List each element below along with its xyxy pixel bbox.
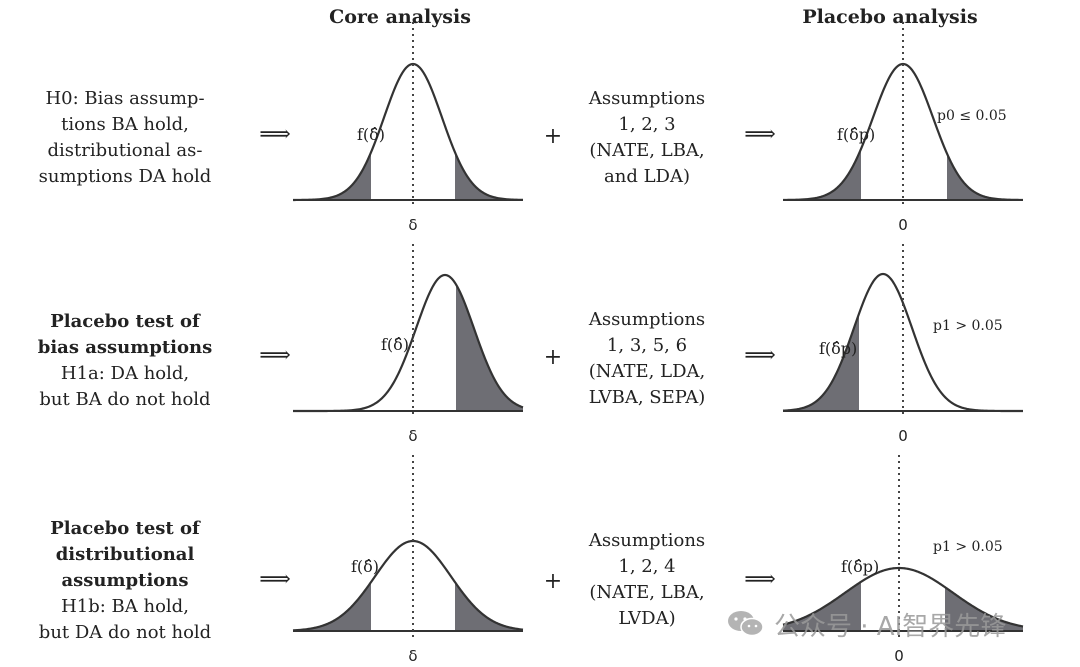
rejection-region bbox=[456, 284, 523, 411]
hypothesis-line: H1a: DA hold, bbox=[60, 363, 190, 384]
rejection-region bbox=[783, 313, 859, 411]
core-distribution-plot: f(δ̂) δ bbox=[292, 455, 524, 665]
axis-tick-label: 0 bbox=[894, 647, 904, 665]
hypothesis-line: assumptions bbox=[61, 570, 189, 591]
density-label: f(δ̂) bbox=[357, 125, 385, 144]
hypothesis-line: H1b: BA hold, bbox=[61, 596, 189, 617]
axis-tick-label: δ bbox=[408, 647, 417, 665]
watermark: 公众号 · AI智界先锋 bbox=[726, 606, 1056, 642]
assumptions-block: Assumptions 1, 2, 3 (NATE, LBA, and LDA) bbox=[552, 86, 742, 190]
assumption-line: (NATE, LDA, bbox=[588, 361, 706, 382]
placebo-distribution-plot: f(δ̂p) 0 p1 > 0.05 bbox=[782, 455, 1024, 665]
rejection-region bbox=[293, 582, 371, 631]
assumption-line: Assumptions bbox=[588, 309, 706, 330]
density-curve bbox=[293, 62, 524, 202]
hypothesis-line: Placebo test of bbox=[50, 311, 200, 332]
density-curve bbox=[782, 566, 1024, 628]
core-distribution-plot: f(δ̂) δ bbox=[293, 244, 524, 445]
hypothesis-line: H0: Bias assump- bbox=[45, 88, 205, 109]
core-distribution-plot: f(δ̂) δ bbox=[293, 22, 524, 234]
density-curve bbox=[782, 272, 1023, 413]
axis-tick-label: 0 bbox=[898, 216, 908, 234]
hypothesis-line: distributional as- bbox=[47, 140, 203, 161]
axis-tick-label: δ bbox=[408, 427, 417, 445]
hypothesis-line: tions BA hold, bbox=[61, 114, 189, 135]
axis-tick-label: 0 bbox=[898, 427, 908, 445]
assumptions-block: Assumptions 1, 2, 4 (NATE, LBA, LVDA) bbox=[552, 528, 742, 632]
assumption-line: (NATE, LBA, bbox=[589, 140, 705, 161]
assumption-line: Assumptions bbox=[588, 88, 706, 109]
assumptions-block: Assumptions 1, 3, 5, 6 (NATE, LDA, LVBA,… bbox=[552, 307, 742, 411]
p-value-label: p1 > 0.05 bbox=[933, 539, 1003, 555]
hypothesis-h1a: Placebo test of bias assumptions H1a: DA… bbox=[10, 309, 240, 413]
placebo-distribution-plot: f(δ̂p) 0 p0 ≤ 0.05 bbox=[783, 22, 1023, 234]
implies-arrow: ⟹ bbox=[744, 122, 776, 147]
assumption-line: LVDA) bbox=[618, 608, 676, 629]
axis-tick-label: δ bbox=[408, 216, 417, 234]
rejection-region bbox=[783, 148, 861, 200]
hypothesis-line: but DA do not hold bbox=[38, 622, 212, 643]
density-curve bbox=[292, 539, 524, 632]
assumption-line: 1, 3, 5, 6 bbox=[606, 335, 688, 356]
density-label: f(δ̂p) bbox=[841, 557, 879, 576]
rejection-region bbox=[293, 152, 371, 200]
hypothesis-line: distributional bbox=[55, 544, 195, 565]
density-label: f(δ̂) bbox=[381, 335, 409, 354]
assumption-line: 1, 2, 3 bbox=[618, 114, 676, 135]
density-label: f(δ̂) bbox=[351, 557, 379, 576]
plus-sign: + bbox=[543, 345, 563, 370]
implies-arrow: ⟹ bbox=[259, 567, 291, 592]
hypothesis-h0: H0: Bias assump- tions BA hold, distribu… bbox=[10, 86, 240, 190]
implies-arrow: ⟹ bbox=[259, 122, 291, 147]
watermark-text: 公众号 · AI智界先锋 bbox=[774, 611, 1007, 642]
hypothesis-line: sumptions DA hold bbox=[38, 166, 212, 187]
density-label: f(δ̂p) bbox=[819, 339, 857, 358]
hypothesis-line: bias assumptions bbox=[37, 337, 213, 358]
assumption-line: (NATE, LBA, bbox=[589, 582, 705, 603]
rejection-region bbox=[947, 153, 1023, 200]
p-value-label: p0 ≤ 0.05 bbox=[937, 108, 1007, 124]
assumption-line: LVBA, SEPA) bbox=[588, 387, 706, 408]
rejection-region bbox=[455, 152, 523, 200]
hypothesis-line: but BA do not hold bbox=[39, 389, 211, 410]
plus-sign: + bbox=[543, 569, 563, 594]
assumption-line: Assumptions bbox=[588, 530, 706, 551]
implies-arrow: ⟹ bbox=[744, 567, 776, 592]
implies-arrow: ⟹ bbox=[259, 343, 291, 368]
p-value-label: p1 > 0.05 bbox=[933, 318, 1003, 334]
assumption-line: 1, 2, 4 bbox=[618, 556, 676, 577]
assumption-line: and LDA) bbox=[604, 166, 690, 187]
rejection-region bbox=[945, 587, 1023, 631]
placebo-distribution-plot: f(δ̂p) 0 p1 > 0.05 bbox=[782, 244, 1023, 445]
density-curve bbox=[293, 273, 524, 413]
core-analysis-header: Core analysis bbox=[329, 6, 471, 28]
density-label: f(δ̂p) bbox=[837, 125, 875, 144]
placebo-analysis-header: Placebo analysis bbox=[802, 6, 978, 28]
plus-sign: + bbox=[543, 124, 563, 149]
rejection-region bbox=[455, 582, 523, 631]
hypothesis-h1b: Placebo test of distributional assumptio… bbox=[10, 516, 240, 646]
hypothesis-line: Placebo test of bbox=[50, 518, 200, 539]
wechat-icon bbox=[728, 611, 764, 637]
implies-arrow: ⟹ bbox=[744, 343, 776, 368]
